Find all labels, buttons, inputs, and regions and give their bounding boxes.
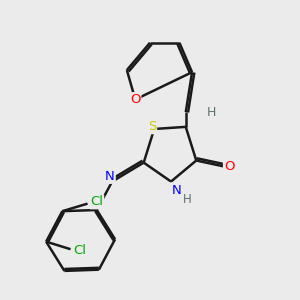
Text: Cl: Cl bbox=[73, 244, 86, 257]
Text: O: O bbox=[224, 160, 234, 173]
Text: O: O bbox=[130, 93, 140, 106]
Text: Cl: Cl bbox=[90, 195, 103, 208]
Text: N: N bbox=[172, 184, 182, 197]
Text: H: H bbox=[183, 193, 191, 206]
Text: H: H bbox=[206, 106, 216, 119]
Text: S: S bbox=[148, 120, 156, 134]
Text: N: N bbox=[105, 170, 115, 183]
